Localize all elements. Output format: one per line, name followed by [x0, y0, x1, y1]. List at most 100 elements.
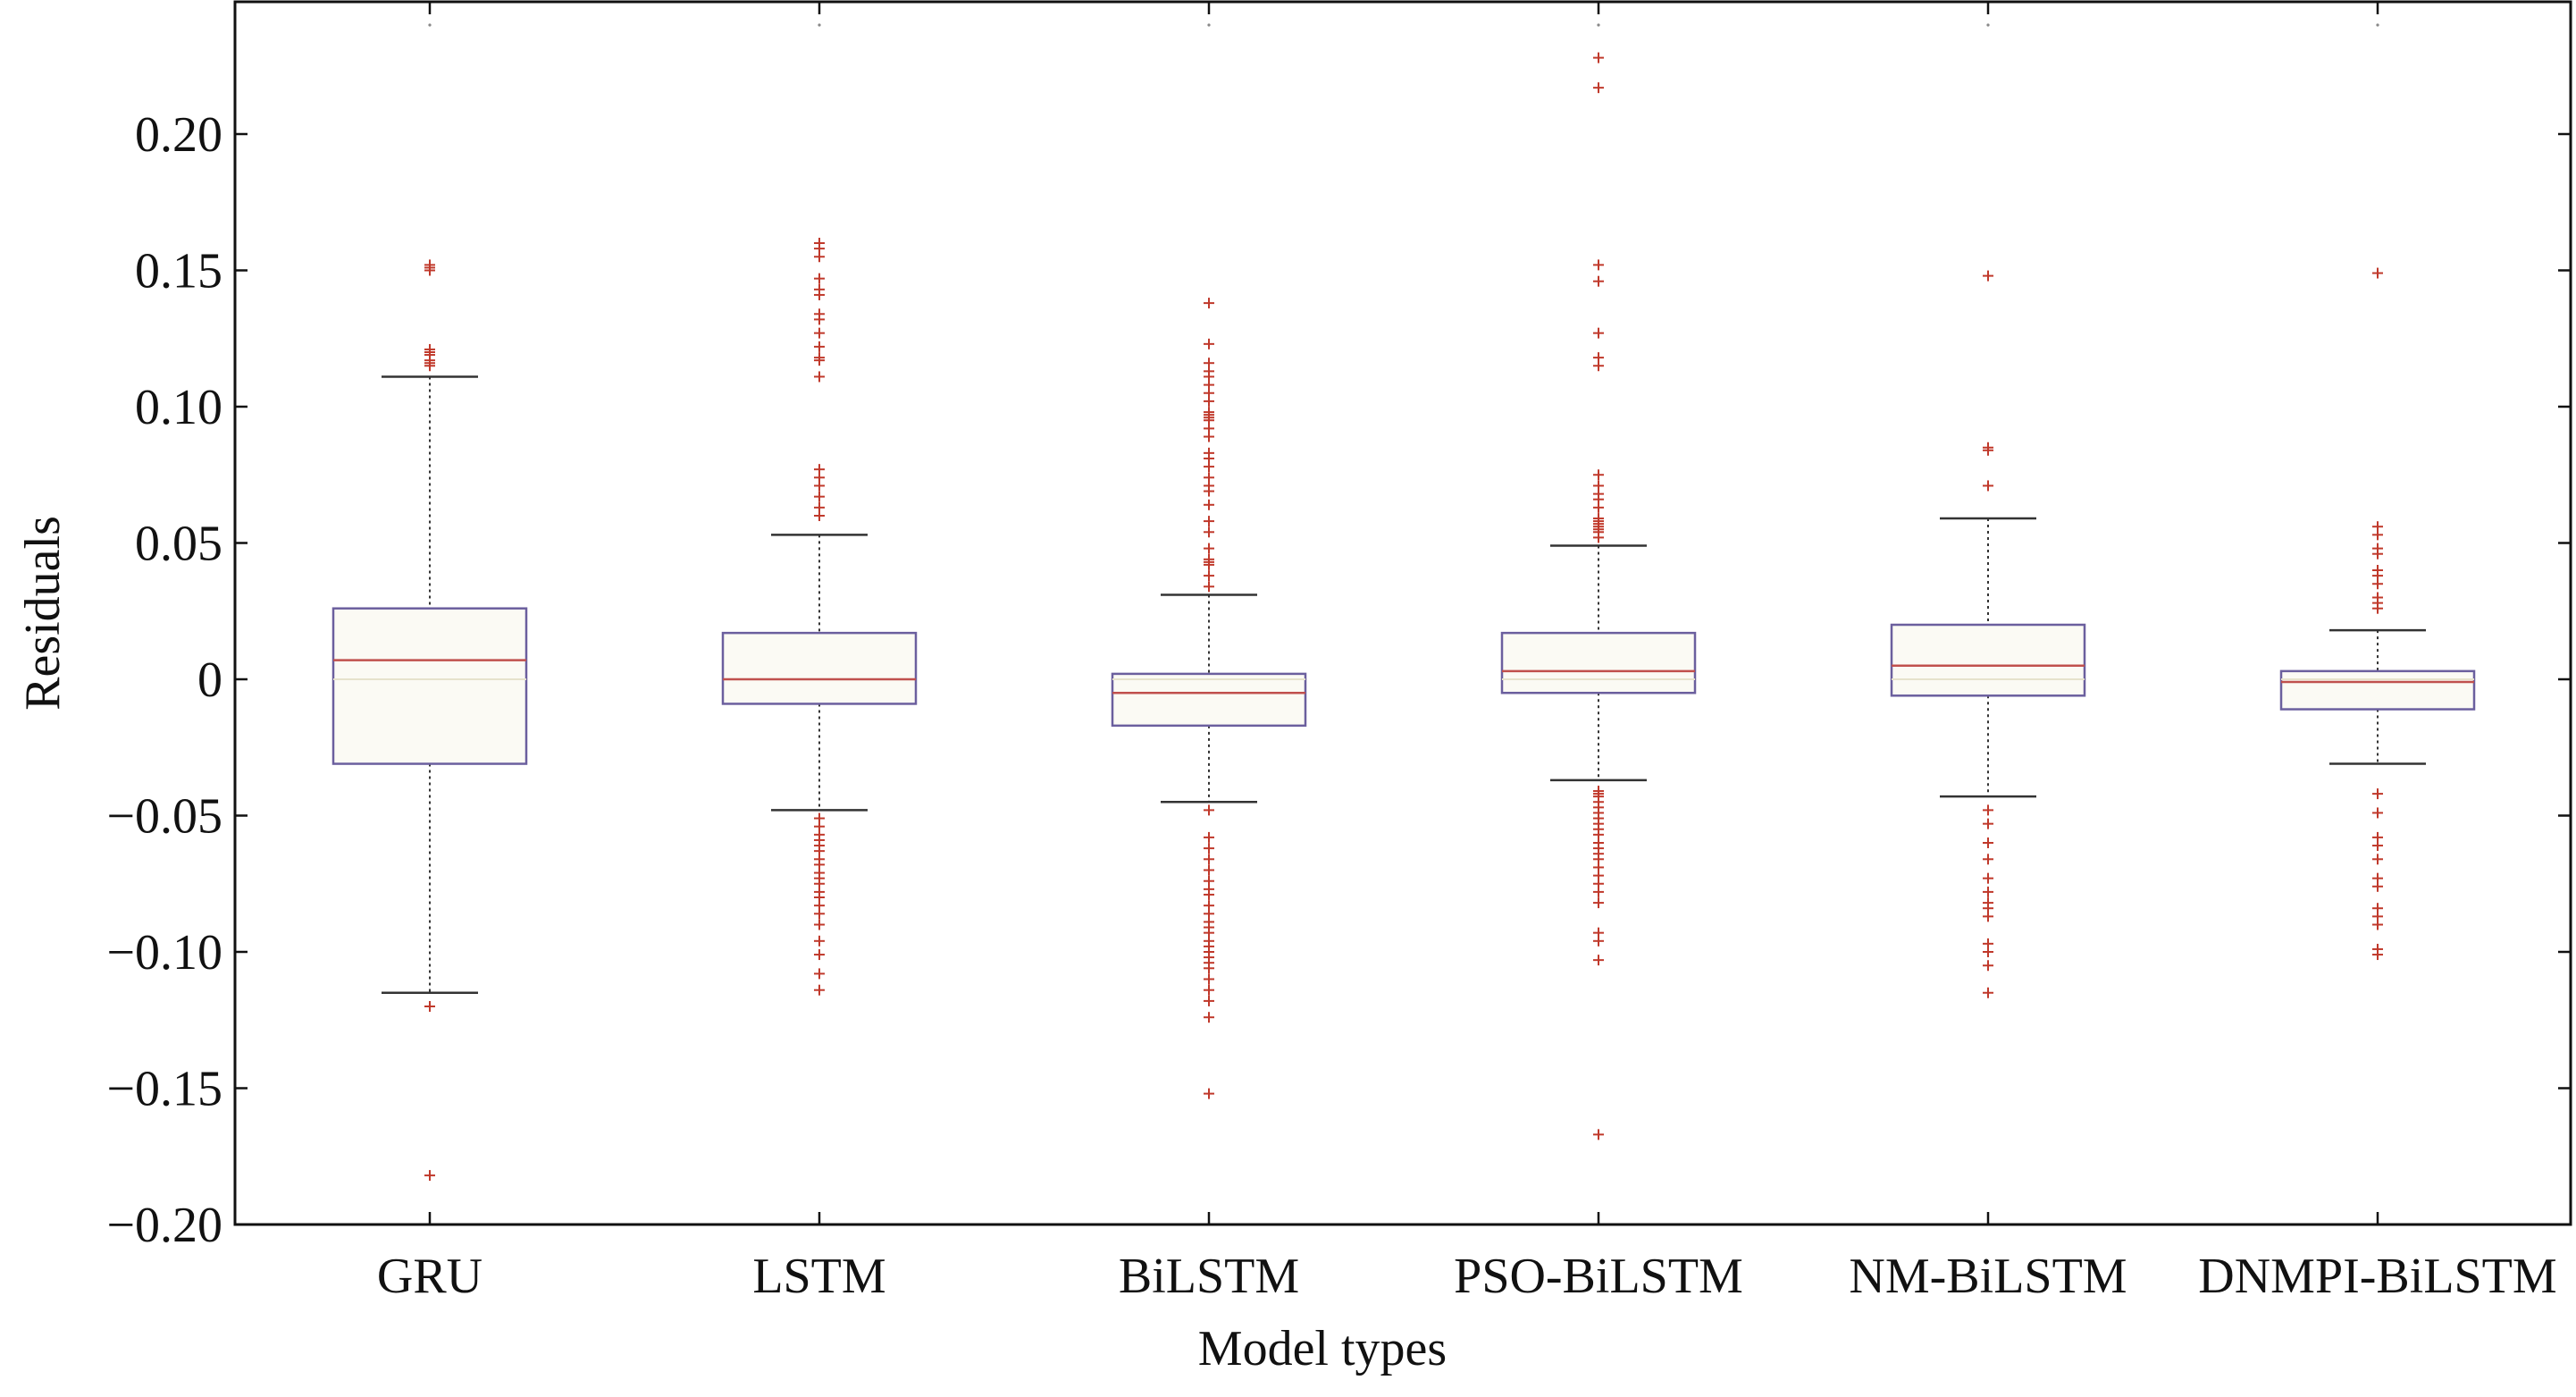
outlier-point	[814, 355, 825, 366]
outlier-point	[1204, 1012, 1214, 1023]
outlier-point	[1204, 973, 1214, 985]
outlier-point	[1204, 461, 1214, 473]
outlier-point	[2372, 602, 2383, 614]
outlier-point	[814, 341, 825, 352]
outlier-point	[1593, 886, 1604, 897]
outlier-point	[424, 360, 435, 372]
box-iqr	[2279, 669, 2476, 711]
top-limit-dot	[428, 23, 432, 27]
outlier-point	[814, 289, 825, 300]
y-tick-label: 0.05	[135, 517, 222, 572]
outlier-point	[1204, 864, 1214, 876]
plot-frame	[233, 0, 2572, 1226]
outlier-point	[1983, 270, 1993, 282]
outlier-point	[2372, 807, 2383, 819]
outlier-point	[1204, 543, 1214, 554]
outlier-point	[814, 510, 825, 521]
outlier-point	[814, 371, 825, 383]
box-gru	[331, 259, 528, 1182]
y-axis-title: Residuals	[15, 516, 71, 711]
outlier-point	[814, 949, 825, 961]
box-iqr	[1111, 672, 1307, 728]
outlier-point	[1593, 1129, 1604, 1140]
box-iqr	[331, 607, 528, 765]
outlier-point	[814, 984, 825, 996]
y-tick-label: 0	[197, 652, 222, 708]
outlier-point	[1593, 52, 1604, 63]
outlier-point	[1204, 338, 1214, 349]
top-limit-dot	[818, 23, 821, 27]
outlier-point	[1983, 480, 1993, 492]
outlier-point	[1593, 275, 1604, 287]
outlier-point	[1593, 82, 1604, 94]
outlier-point	[1204, 431, 1214, 442]
outlier-point	[814, 491, 825, 502]
outlier-point	[2372, 788, 2383, 800]
outlier-point	[2372, 529, 2383, 541]
y-tick-label: −0.05	[106, 789, 222, 845]
outlier-point	[1983, 818, 1993, 829]
box-iqr	[721, 631, 918, 705]
y-tick-label: −0.10	[106, 925, 222, 980]
y-tick-label: 0.20	[135, 107, 222, 163]
outlier-point	[424, 1170, 435, 1182]
outlier-point	[1593, 469, 1604, 481]
boxes-layer	[331, 52, 2476, 1182]
outlier-point	[1983, 837, 1993, 848]
outlier-point	[814, 908, 825, 920]
outlier-point	[814, 919, 825, 930]
outlier-point	[1983, 854, 1993, 865]
x-tick-label: GRU	[377, 1249, 482, 1304]
outlier-point	[1593, 501, 1604, 513]
y-tick-label: −0.20	[106, 1198, 222, 1253]
outlier-point	[2372, 949, 2383, 961]
outlier-point	[1593, 360, 1604, 372]
outlier-point	[2372, 854, 2383, 865]
box-lstm	[721, 238, 918, 996]
outlier-point	[1593, 532, 1604, 543]
outlier-point	[1983, 886, 1993, 897]
outlier-point	[1204, 843, 1214, 854]
outlier-point	[1204, 499, 1214, 510]
outlier-point	[2372, 548, 2383, 560]
outlier-point	[1204, 888, 1214, 900]
outlier-point	[1204, 831, 1214, 843]
outlier-point	[1983, 987, 1993, 998]
top-limit-dot	[2376, 23, 2379, 27]
outlier-point	[1593, 259, 1604, 271]
outlier-point	[1204, 963, 1214, 974]
outlier-point	[814, 968, 825, 980]
outlier-point	[2372, 919, 2383, 930]
ticks-layer: 0.20 0.15 0.10 0.05 0 −0.05 −0.10 −0.15 −0.20 GRU…	[106, 2, 2571, 1304]
outlier-point	[1204, 1088, 1214, 1099]
outlier-point	[2372, 840, 2383, 852]
outlier-point	[1204, 559, 1214, 570]
outlier-point	[1593, 955, 1604, 966]
x-tick-label: PSO-BiLSTM	[1454, 1249, 1743, 1304]
outlier-point	[1204, 485, 1214, 497]
x-axis-title: Model types	[1198, 1321, 1447, 1376]
outlier-point	[2372, 578, 2383, 590]
outlier-point	[1593, 935, 1604, 947]
x-tick-label: DNMPI-BiLSTM	[2198, 1249, 2556, 1304]
box-pso-bilstm	[1500, 52, 1697, 1140]
outlier-point	[1204, 395, 1214, 407]
outlier-point	[1983, 960, 1993, 972]
y-tick-label: 0.15	[135, 244, 222, 299]
outlier-point	[814, 935, 825, 947]
outlier-point	[1983, 911, 1993, 922]
outlier-point	[814, 327, 825, 339]
x-tick-label: NM-BiLSTM	[1849, 1249, 2127, 1304]
outlier-point	[1983, 947, 1993, 957]
outlier-point	[1204, 804, 1214, 816]
outlier-point	[1204, 516, 1214, 527]
top-limit-dot	[1597, 23, 1600, 27]
outlier-point	[814, 480, 825, 492]
y-tick-label: 0.10	[135, 380, 222, 435]
outlier-point	[424, 1001, 435, 1012]
outlier-point	[424, 265, 435, 276]
outlier-point	[814, 251, 825, 263]
box-nm-bilstm	[1890, 270, 2086, 998]
box-iqr	[1500, 631, 1697, 694]
